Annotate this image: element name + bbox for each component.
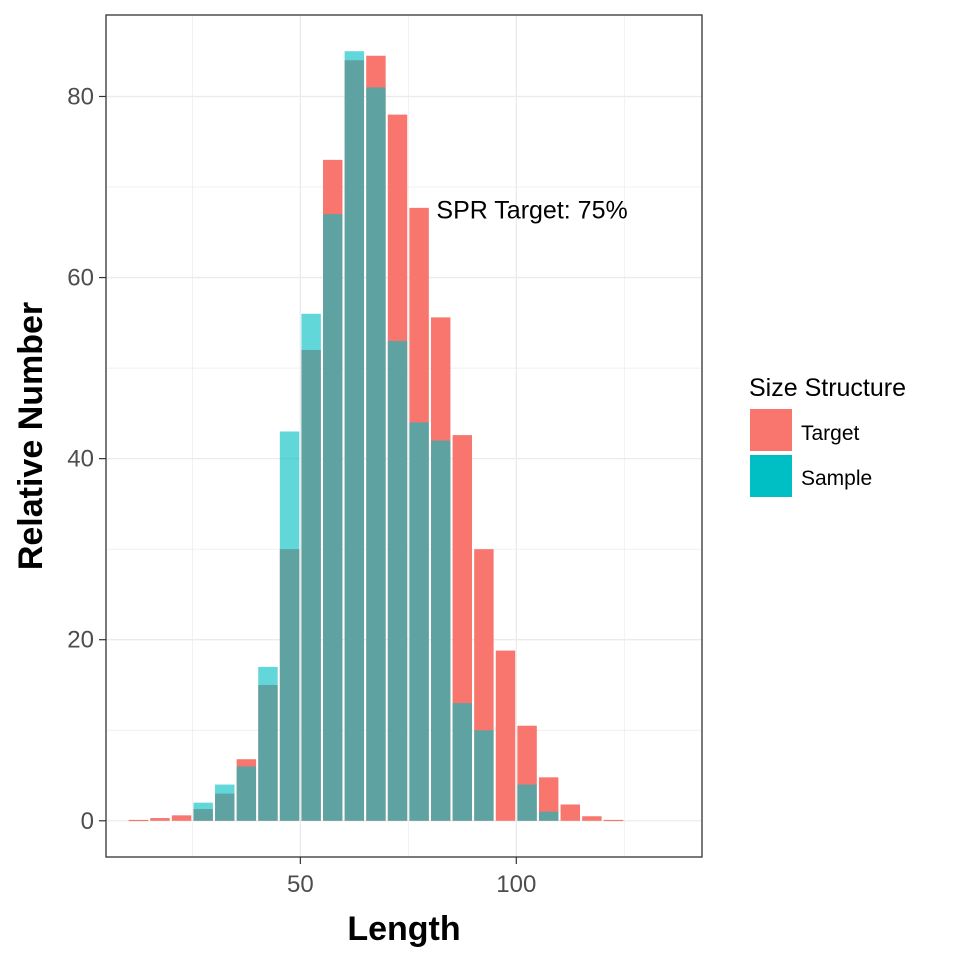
bar-target xyxy=(582,816,602,821)
bar-sample xyxy=(430,440,451,821)
bar-sample xyxy=(366,87,386,821)
bar-target xyxy=(128,819,149,822)
bar-sample xyxy=(193,802,213,821)
legend-label-sample: Sample xyxy=(801,467,872,490)
bar-sample xyxy=(409,422,429,821)
legend-label-target: Target xyxy=(801,422,860,445)
bar-target xyxy=(603,819,624,822)
bar-sample xyxy=(344,51,365,821)
bar-target xyxy=(538,777,559,821)
bar-sample xyxy=(474,730,494,821)
bar-sample xyxy=(323,214,343,821)
bar-sample xyxy=(215,784,235,821)
bar-sample xyxy=(258,666,278,821)
y-tick-label: 80 xyxy=(67,83,94,110)
legend: Size Structure Target Sample xyxy=(749,374,906,497)
legend-swatch-target xyxy=(750,409,792,451)
bar-sample xyxy=(538,811,559,821)
bar-sample xyxy=(236,766,257,821)
y-axis-title: Relative Number xyxy=(12,302,50,570)
y-tick-label: 60 xyxy=(67,265,94,292)
bar-target xyxy=(150,818,170,821)
legend-title: Size Structure xyxy=(749,374,906,402)
bar-target xyxy=(171,815,192,821)
bar-sample xyxy=(279,431,300,821)
x-tick-label: 100 xyxy=(496,871,536,898)
bar-target xyxy=(560,804,580,821)
bar-sample xyxy=(387,340,408,821)
sample-bars xyxy=(193,51,559,821)
x-axis-title: Length xyxy=(347,910,460,948)
bar-sample xyxy=(301,313,321,821)
y-tick-label: 0 xyxy=(81,808,94,835)
x-tick-label: 50 xyxy=(287,871,314,898)
plot-border xyxy=(105,14,703,858)
spr-annotation: SPR Target: 75% xyxy=(436,197,627,225)
y-tick-label: 20 xyxy=(67,627,94,654)
axis-ticks: 0 20 40 60 80 50 100 xyxy=(67,83,536,898)
bar-sample xyxy=(517,784,537,821)
y-tick-label: 40 xyxy=(67,446,94,473)
bar-sample xyxy=(452,703,473,821)
legend-swatch-sample xyxy=(750,455,792,497)
bar-target xyxy=(495,650,516,821)
